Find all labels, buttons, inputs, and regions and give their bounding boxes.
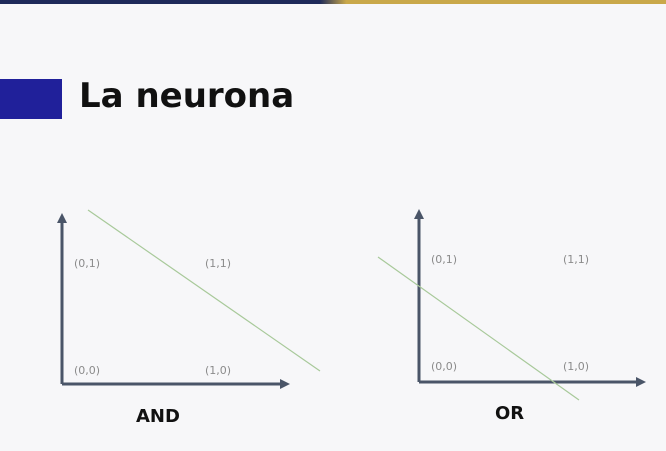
or-point-11: (1,1) (563, 253, 589, 266)
and-point-00: (0,0) (74, 364, 100, 377)
and-point-01: (0,1) (74, 257, 100, 270)
or-point-10: (1,0) (563, 360, 589, 373)
and-gate-label: AND (136, 406, 180, 427)
or-point-00: (0,0) (431, 360, 457, 373)
and-point-11: (1,1) (205, 257, 231, 270)
and-diagram: (0,1) (1,1) (0,0) (1,0) AND (57, 209, 321, 427)
title-accent-block (0, 79, 62, 119)
or-point-01: (0,1) (431, 253, 457, 266)
and-point-10: (1,0) (205, 364, 231, 377)
and-decision-boundary (87, 209, 321, 372)
or-gate-label: OR (495, 403, 524, 424)
or-diagram: (0,1) (1,1) (0,0) (1,0) OR (377, 209, 646, 424)
or-decision-boundary (377, 256, 580, 401)
top-accent-bar (0, 0, 666, 4)
slide-title: La neurona (79, 76, 295, 116)
